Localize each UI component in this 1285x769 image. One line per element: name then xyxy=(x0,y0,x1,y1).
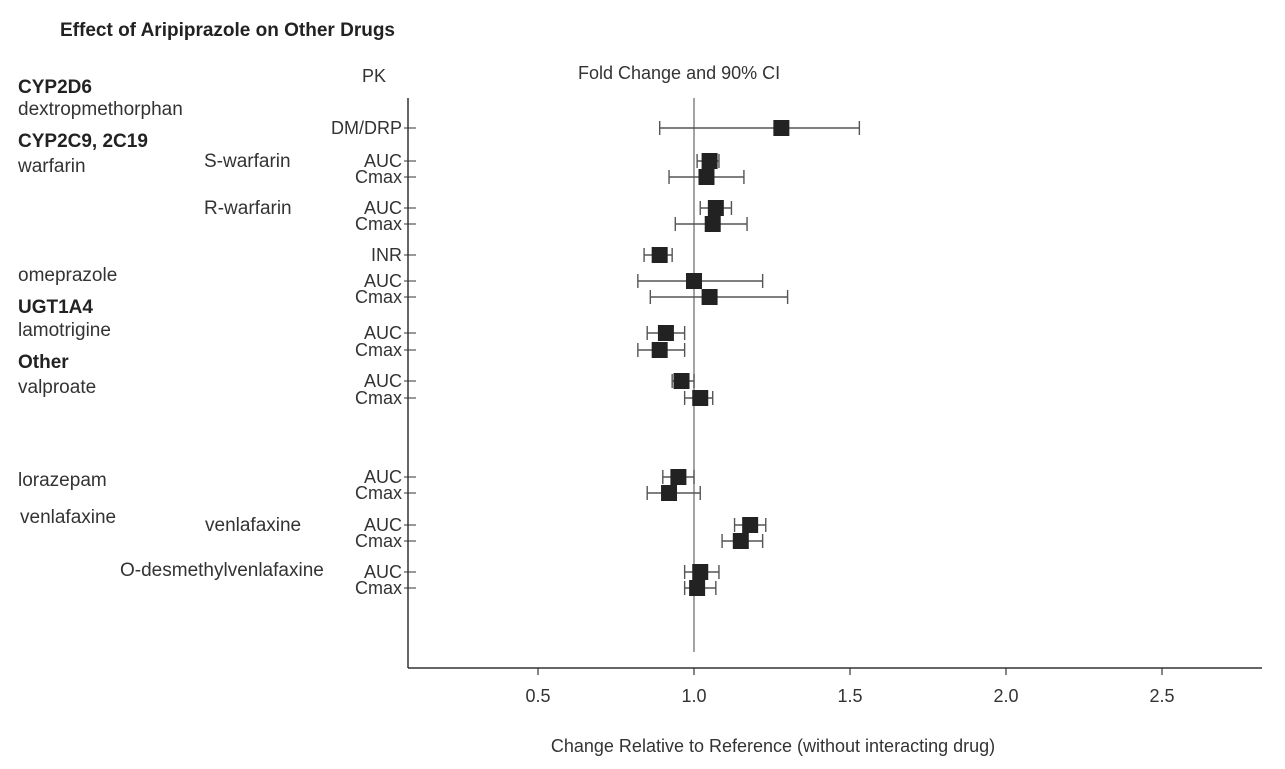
pk-label: Cmax xyxy=(355,578,402,598)
group-label: Other xyxy=(18,352,69,373)
pk-label: AUC xyxy=(364,515,402,535)
ci-row xyxy=(683,580,717,596)
ci-row xyxy=(662,469,695,485)
ci-row xyxy=(668,169,745,185)
sub-drug-label: O-desmethylvenlafaxine xyxy=(120,560,324,581)
group-label: UGT1A4 xyxy=(18,297,93,318)
x-tick-label: 1.5 xyxy=(837,686,862,706)
pk-label: Cmax xyxy=(355,388,402,408)
pk-label: Cmax xyxy=(355,531,402,551)
x-ticks: 0.51.01.52.02.53.0 xyxy=(525,668,1175,706)
ci-row xyxy=(637,273,764,289)
x-tick-label: 1.0 xyxy=(681,686,706,706)
drug-label: venlafaxine xyxy=(20,507,116,528)
point-estimate xyxy=(661,485,678,501)
ci-row xyxy=(643,247,673,263)
point-estimate xyxy=(651,342,668,358)
point-estimate xyxy=(651,247,668,263)
drug-label: dextropmethorphan xyxy=(18,99,183,120)
ci-row xyxy=(674,216,748,232)
point-estimate xyxy=(704,216,721,232)
pk-label: AUC xyxy=(364,271,402,291)
pk-label: Cmax xyxy=(355,167,402,187)
ci-row xyxy=(637,342,686,358)
group-label: CYP2D6 xyxy=(18,77,92,98)
pk-label: INR xyxy=(371,245,402,265)
drug-label: lamotrigine xyxy=(18,320,111,341)
pk-label: AUC xyxy=(364,151,402,171)
pk-label: Cmax xyxy=(355,214,402,234)
sub-labels: S-warfarin R-warfarin venlafaxine O-desmeth… xyxy=(120,151,324,581)
pk-label: AUC xyxy=(364,323,402,343)
pk-label: AUC xyxy=(364,198,402,218)
ci-row xyxy=(721,533,764,549)
ci-row xyxy=(658,120,861,136)
point-estimate xyxy=(692,390,709,406)
pk-label: AUC xyxy=(364,371,402,391)
point-estimate xyxy=(698,169,715,185)
x-axis-label: Change Relative to Reference (without in… xyxy=(551,736,995,756)
ci-column-header: Fold Change and 90% CI xyxy=(578,63,780,83)
pk-label: Cmax xyxy=(355,483,402,503)
ci-row xyxy=(683,564,720,580)
pk-label: Cmax xyxy=(355,287,402,307)
pk-labels: DM/DRPAUCCmaxAUCCmaxINRAUCCmaxAUCCmaxAUC… xyxy=(331,118,416,598)
x-tick-label: 2.5 xyxy=(1149,686,1174,706)
point-estimate xyxy=(673,373,690,389)
x-tick-label: 0.5 xyxy=(525,686,550,706)
sub-drug-label: venlafaxine xyxy=(205,515,301,536)
pk-label: Cmax xyxy=(355,340,402,360)
point-estimate xyxy=(732,533,749,549)
point-estimate xyxy=(707,200,724,216)
ci-row xyxy=(646,325,686,341)
point-estimate xyxy=(773,120,790,136)
sub-drug-label: R-warfarin xyxy=(204,198,292,219)
pk-label: AUC xyxy=(364,562,402,582)
ci-marks xyxy=(637,120,861,596)
chart-title: Effect of Aripiprazole on Other Drugs xyxy=(60,20,395,41)
pk-label: AUC xyxy=(364,467,402,487)
ci-row xyxy=(696,153,720,169)
group-label: CYP2C9, 2C19 xyxy=(18,131,148,152)
ci-row xyxy=(699,200,733,216)
sub-drug-label: S-warfarin xyxy=(204,151,291,172)
ci-row xyxy=(646,485,701,501)
point-estimate xyxy=(692,564,709,580)
point-estimate xyxy=(689,580,706,596)
point-estimate xyxy=(742,517,759,533)
point-estimate xyxy=(670,469,687,485)
drug-label: valproate xyxy=(18,377,96,398)
ci-row xyxy=(733,517,767,533)
x-tick-label: 2.0 xyxy=(993,686,1018,706)
point-estimate xyxy=(701,153,718,169)
point-estimate xyxy=(657,325,674,341)
drug-label: warfarin xyxy=(17,156,86,177)
pk-label: DM/DRP xyxy=(331,118,402,138)
ci-row xyxy=(671,373,695,389)
pk-column-header: PK xyxy=(362,66,386,86)
ci-row xyxy=(649,289,789,305)
drug-label: lorazepam xyxy=(18,470,107,491)
point-estimate xyxy=(686,273,702,289)
point-estimate xyxy=(701,289,718,305)
drug-label: omeprazole xyxy=(18,265,117,286)
ci-row xyxy=(683,390,714,406)
